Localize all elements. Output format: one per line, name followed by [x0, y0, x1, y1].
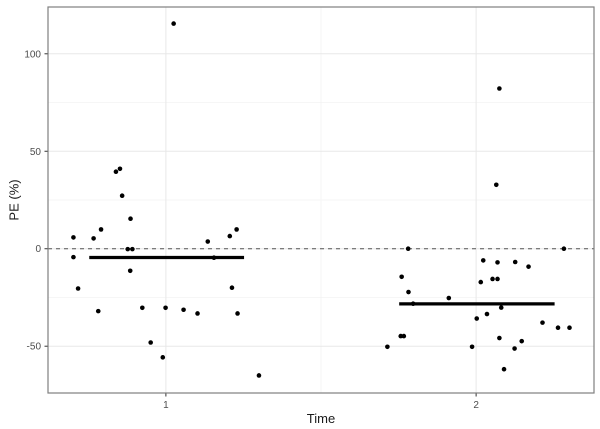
data-point [211, 255, 217, 261]
data-point [401, 333, 407, 339]
data-point [474, 316, 480, 321]
data-point [119, 193, 125, 199]
data-point [171, 21, 176, 26]
y-tick-label: 50 [30, 147, 42, 158]
panel-border [47, 6, 595, 394]
data-point [140, 305, 145, 311]
data-point [195, 311, 200, 316]
data-point [130, 246, 135, 252]
data-point [497, 335, 502, 341]
data-point [497, 86, 502, 91]
y-axis-title: PE (%) [6, 179, 22, 221]
data-point [501, 366, 507, 372]
data-point [512, 259, 518, 265]
x-axis-title: Time [306, 411, 336, 426]
data-point [181, 307, 186, 313]
data-point [160, 355, 166, 360]
data-point [469, 344, 475, 350]
data-point [75, 286, 81, 291]
y-tick-label: 0 [35, 244, 41, 255]
data-point [567, 325, 572, 330]
data-point [71, 254, 76, 260]
data-point [113, 169, 119, 175]
data-point [95, 308, 101, 314]
data-point [71, 235, 76, 240]
data-point [91, 236, 96, 241]
data-point [478, 279, 484, 285]
data-point [205, 239, 211, 244]
data-point [484, 311, 490, 317]
data-point [163, 305, 168, 311]
data-point [125, 246, 131, 252]
data-point [490, 276, 495, 282]
data-point [512, 346, 517, 351]
data-point [493, 182, 499, 188]
y-tick-label: 100 [24, 49, 41, 60]
data-point [406, 289, 411, 295]
data-point [405, 246, 411, 252]
data-point [410, 301, 416, 307]
data-point [235, 311, 240, 316]
data-point [526, 264, 531, 269]
data-point [399, 274, 404, 280]
data-point [498, 305, 504, 310]
data-point [495, 276, 500, 282]
x-tick-label: 2 [473, 400, 479, 411]
data-point [229, 285, 235, 291]
y-tick-label: -50 [27, 342, 42, 353]
data-point [148, 340, 153, 345]
data-point [227, 233, 233, 239]
data-point [128, 216, 133, 222]
data-point [385, 344, 390, 350]
data-point [540, 320, 545, 325]
data-point [127, 268, 133, 274]
data-point [495, 260, 500, 265]
data-point [256, 373, 262, 378]
data-point [98, 227, 104, 232]
x-tick-label: 1 [163, 400, 169, 411]
data-point [555, 325, 561, 330]
data-point [446, 295, 452, 301]
data-point [117, 166, 123, 172]
data-point [480, 258, 486, 263]
data-point [234, 227, 239, 232]
data-point [561, 246, 567, 252]
data-point [519, 338, 525, 344]
